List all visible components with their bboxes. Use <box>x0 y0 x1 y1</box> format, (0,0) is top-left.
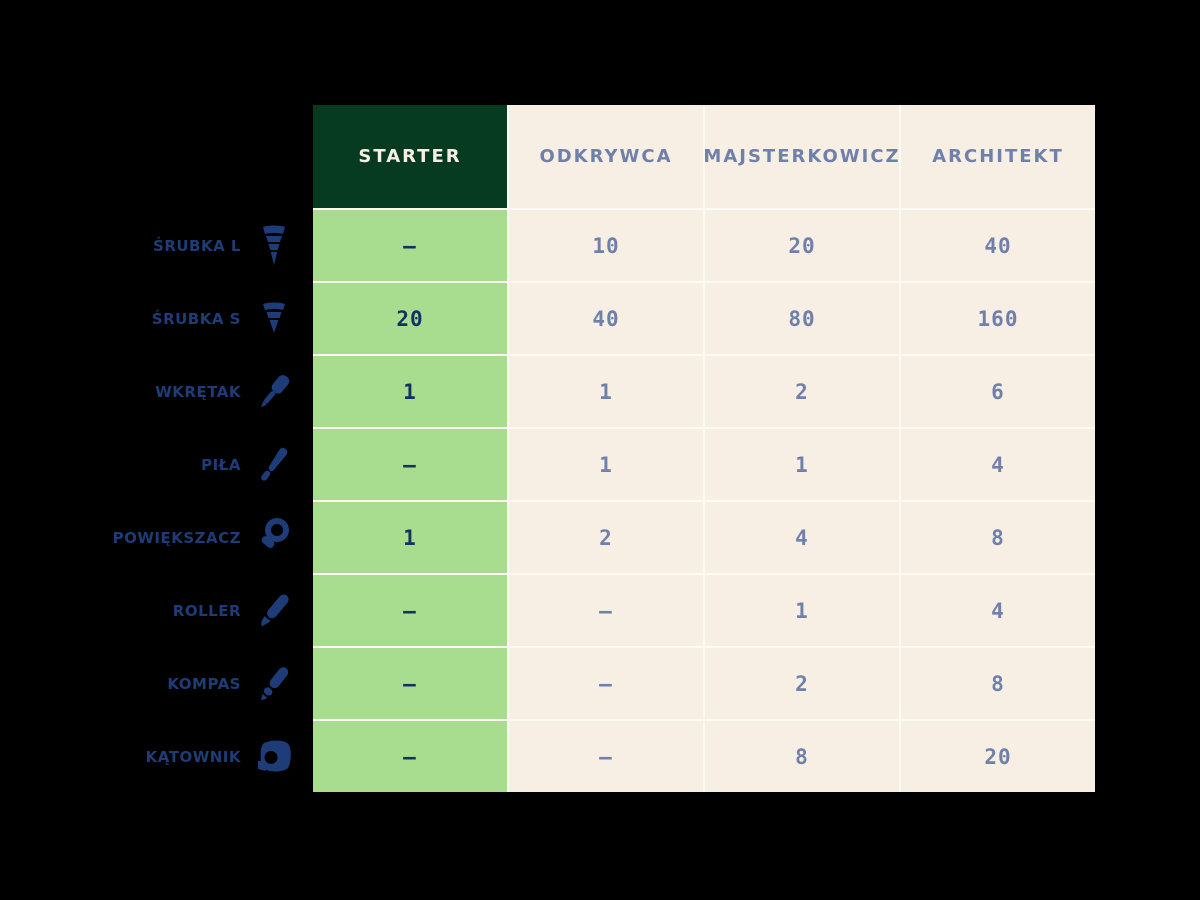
cell-value: – <box>599 671 613 696</box>
feature-row-label: KOMPAS <box>0 648 300 719</box>
screwdriver-icon <box>254 370 294 414</box>
table-cell: 40 <box>901 210 1095 281</box>
cell-value: 40 <box>592 306 620 331</box>
cell-value: 40 <box>984 233 1012 258</box>
cell-value: – <box>403 671 417 696</box>
cell-value: 20 <box>396 306 424 331</box>
column-header-label: ARCHITEKT <box>932 146 1064 167</box>
cell-value: 4 <box>991 452 1005 477</box>
cell-value: 2 <box>599 525 613 550</box>
table-cell: 1 <box>313 356 507 427</box>
cell-value: – <box>599 744 613 769</box>
table-cell: – <box>313 575 507 646</box>
cell-value: – <box>403 598 417 623</box>
table-cell: – <box>313 648 507 719</box>
cell-value: 4 <box>795 525 809 550</box>
saw-icon <box>254 443 294 487</box>
table-cell: 4 <box>901 575 1095 646</box>
plans-table: STARTER ODKRYWCA MAJSTERKOWICZ ARCHITEKT… <box>313 105 1095 792</box>
feature-label: KĄTOWNIK <box>145 747 241 766</box>
table-cell: – <box>509 575 703 646</box>
table-cell: – <box>313 429 507 500</box>
column-header-starter: STARTER <box>313 105 507 208</box>
cell-value: 1 <box>599 379 613 404</box>
table-cell: – <box>509 648 703 719</box>
cell-value: 2 <box>795 671 809 696</box>
table-cell: 40 <box>509 283 703 354</box>
table-cell: 20 <box>901 721 1095 792</box>
cell-value: 1 <box>599 452 613 477</box>
cell-value: 20 <box>788 233 816 258</box>
feature-row-label: PIŁA <box>0 429 300 500</box>
table-cell: 80 <box>705 283 899 354</box>
table-cell: 1 <box>705 575 899 646</box>
cell-value: 8 <box>991 525 1005 550</box>
table-cell: 1 <box>313 502 507 573</box>
feature-row-label: POWIĘKSZACZ <box>0 502 300 573</box>
cell-value: 8 <box>991 671 1005 696</box>
table-cell: 1 <box>509 429 703 500</box>
column-header-majsterkowicz: MAJSTERKOWICZ <box>703 105 901 208</box>
feature-row-label: WKRĘTAK <box>0 356 300 427</box>
screw-small-icon <box>254 297 294 341</box>
cell-value: 1 <box>795 598 809 623</box>
cell-value: 160 <box>977 306 1019 331</box>
column-header-architekt: ARCHITEKT <box>901 105 1095 208</box>
cell-value: 1 <box>403 525 417 550</box>
cell-value: 1 <box>795 452 809 477</box>
feature-label: WKRĘTAK <box>155 382 241 401</box>
marker-icon <box>254 589 294 633</box>
table-cell: – <box>313 210 507 281</box>
table-cell: 4 <box>705 502 899 573</box>
table-cell: 1 <box>509 356 703 427</box>
cell-value: 20 <box>984 744 1012 769</box>
table-cell: 160 <box>901 283 1095 354</box>
table-cell: 8 <box>901 502 1095 573</box>
table-cell: 20 <box>705 210 899 281</box>
column-header-label: STARTER <box>358 146 462 167</box>
feature-row-label: ROLLER <box>0 575 300 646</box>
table-cell: 6 <box>901 356 1095 427</box>
column-header-label: ODKRYWCA <box>539 146 673 167</box>
feature-label: ROLLER <box>172 601 241 620</box>
cell-value: – <box>403 233 417 258</box>
feature-label: ŚRUBKA L <box>153 236 241 255</box>
feature-label: KOMPAS <box>167 674 241 693</box>
column-header-odkrywca: ODKRYWCA <box>509 105 703 208</box>
table-cell: 20 <box>313 283 507 354</box>
feature-label: ŚRUBKA S <box>151 309 241 328</box>
pencil-icon <box>254 662 294 706</box>
feature-row-label: ŚRUBKA S <box>0 283 300 354</box>
cell-value: – <box>403 744 417 769</box>
table-cell: – <box>509 721 703 792</box>
magnifier-icon <box>254 516 294 560</box>
feature-label: POWIĘKSZACZ <box>112 528 241 547</box>
cell-value: 6 <box>991 379 1005 404</box>
table-cell: 2 <box>705 648 899 719</box>
column-header-label: MAJSTERKOWICZ <box>703 146 901 167</box>
cell-value: 8 <box>795 744 809 769</box>
cell-value: 10 <box>592 233 620 258</box>
cell-value: 4 <box>991 598 1005 623</box>
feature-label: PIŁA <box>201 455 241 474</box>
cell-value: 1 <box>403 379 417 404</box>
cell-value: 80 <box>788 306 816 331</box>
cell-value: – <box>403 452 417 477</box>
table-cell: 8 <box>705 721 899 792</box>
feature-row-label: KĄTOWNIK <box>0 721 300 792</box>
table-cell: 8 <box>901 648 1095 719</box>
table-cell: 2 <box>509 502 703 573</box>
table-cell: – <box>313 721 507 792</box>
screw-large-icon <box>254 224 294 268</box>
tape-measure-icon <box>254 735 294 779</box>
cell-value: – <box>599 598 613 623</box>
cell-value: 2 <box>795 379 809 404</box>
feature-row-label: ŚRUBKA L <box>0 210 300 281</box>
table-cell: 10 <box>509 210 703 281</box>
table-cell: 2 <box>705 356 899 427</box>
table-cell: 1 <box>705 429 899 500</box>
table-cell: 4 <box>901 429 1095 500</box>
